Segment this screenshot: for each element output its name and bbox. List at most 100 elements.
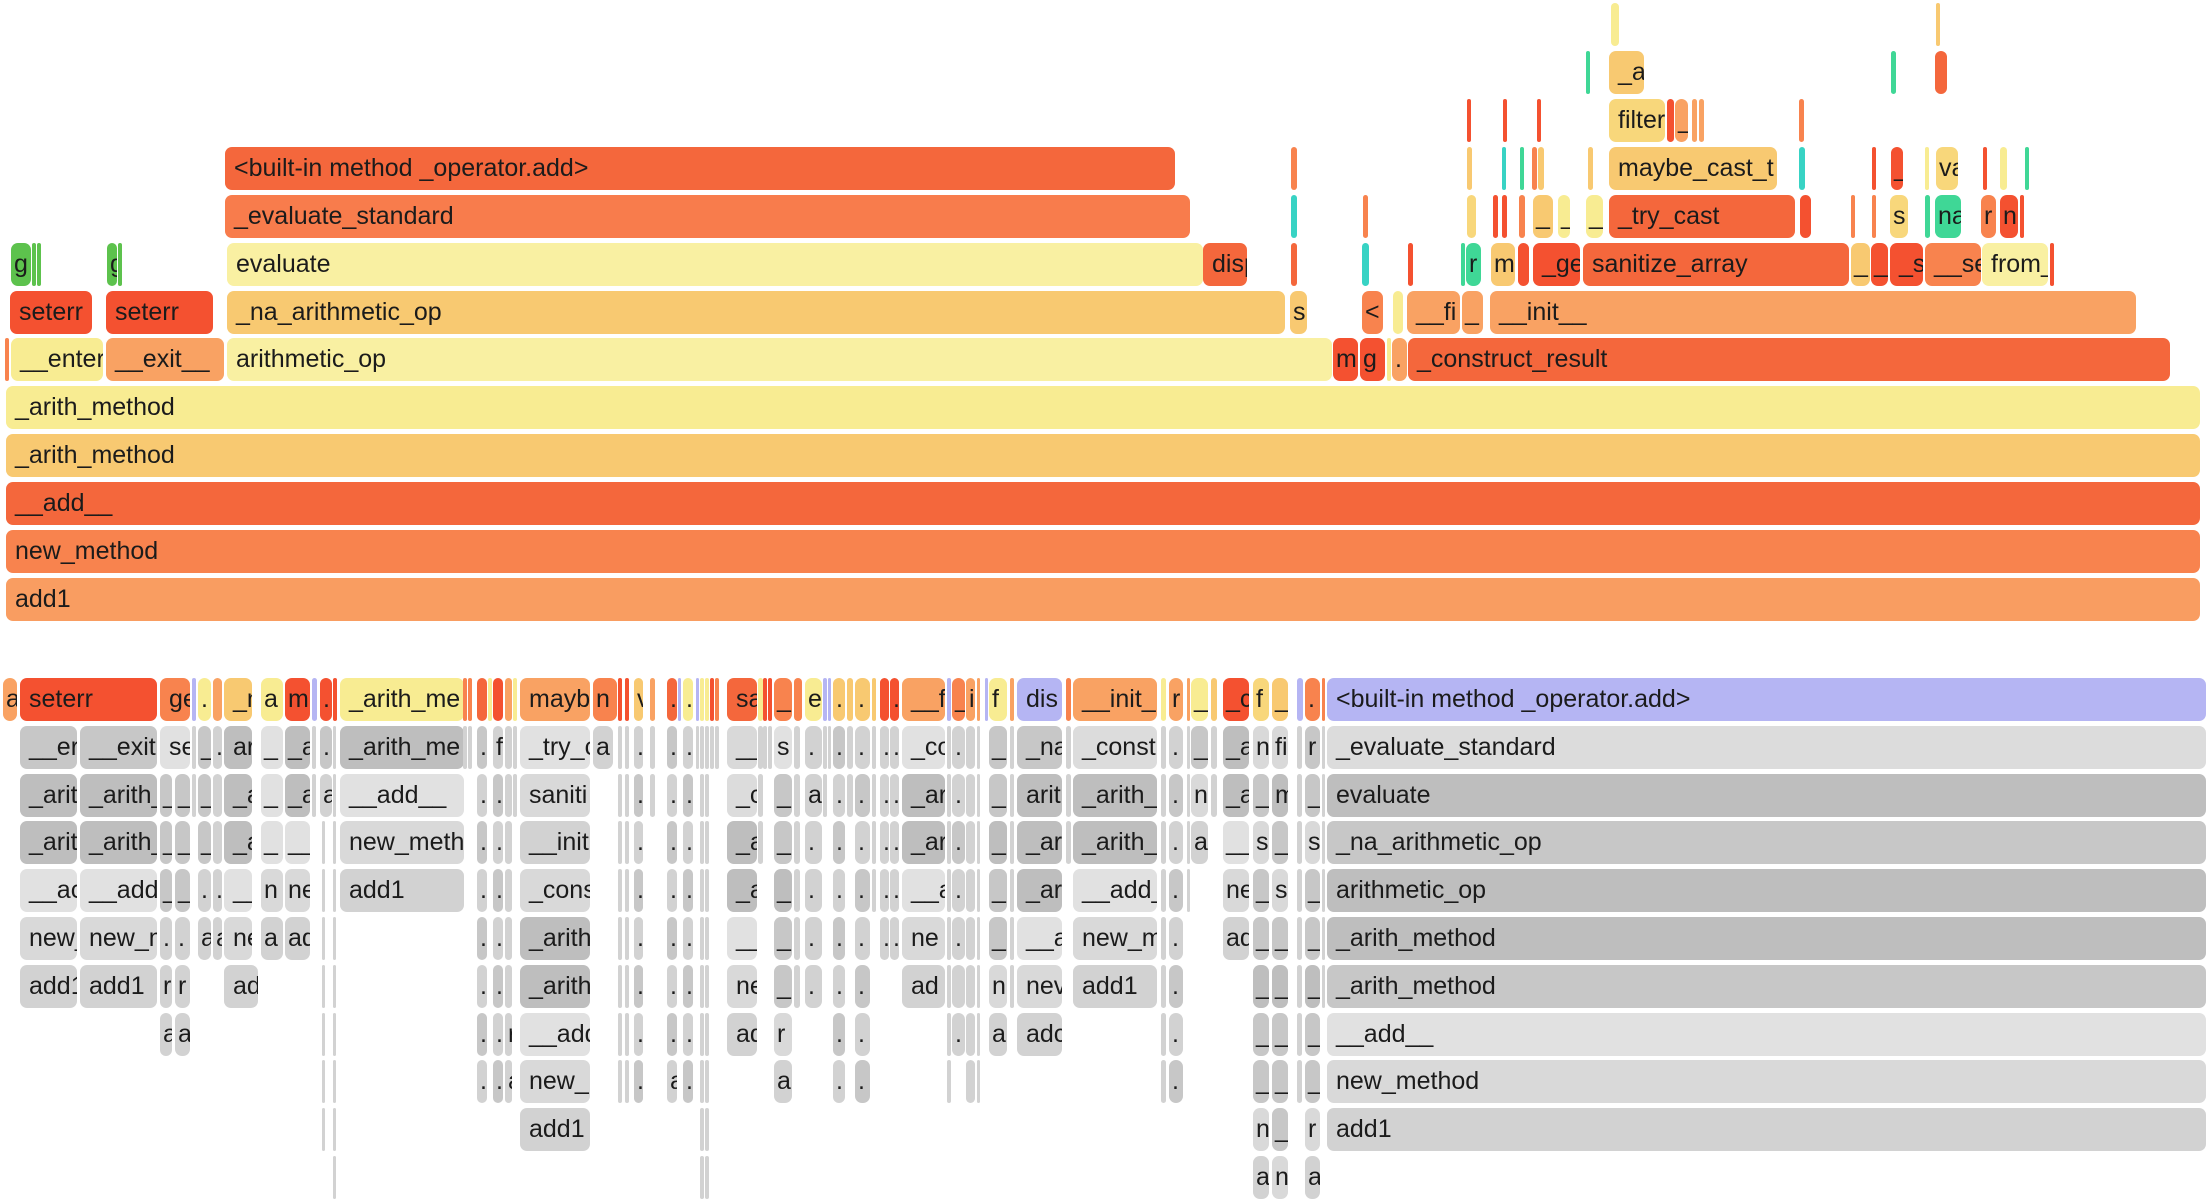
flame-frame[interactable]: . [880, 821, 889, 864]
flame-frame-sliver[interactable] [847, 774, 853, 817]
flame-frame[interactable]: . [890, 774, 899, 817]
flame-frame-sliver[interactable] [1297, 1013, 1302, 1056]
flame-frame-sliver[interactable] [650, 774, 655, 817]
flame-frame[interactable]: . [855, 965, 870, 1008]
flame-frame[interactable]: _construct_result [1408, 338, 2170, 381]
flame-frame-sliver[interactable] [333, 965, 336, 1008]
flame-frame[interactable]: _evaluate_standard [225, 195, 1190, 238]
flame-frame-sliver[interactable] [947, 1013, 951, 1056]
flame-frame-sliver[interactable] [1408, 243, 1413, 286]
flame-frame[interactable]: a [160, 1013, 172, 1056]
flame-frame[interactable]: __add [520, 1013, 590, 1056]
flame-frame[interactable]: add1 [1073, 965, 1157, 1008]
flame-frame[interactable]: __init [520, 821, 590, 864]
flame-frame[interactable]: evaluate [1327, 774, 2206, 817]
flame-frame[interactable]: <built-in method _operator.add> [1327, 678, 2206, 721]
flame-frame[interactable]: v [634, 678, 643, 721]
flame-frame[interactable]: . [1169, 1060, 1183, 1103]
flame-frame[interactable]: s [1305, 821, 1320, 864]
flame-frame-sliver[interactable] [966, 774, 975, 817]
flame-frame-sliver[interactable] [1010, 869, 1014, 912]
flame-frame[interactable]: evaluate [227, 243, 1203, 286]
flame-frame-sliver[interactable] [1519, 195, 1525, 238]
flame-frame-sliver[interactable] [333, 1108, 336, 1151]
flame-frame[interactable]: _ [1191, 726, 1208, 769]
flame-frame-sliver[interactable] [977, 726, 980, 769]
flame-frame-sliver[interactable] [880, 678, 889, 721]
flame-frame[interactable]: . [1169, 774, 1183, 817]
flame-frame[interactable]: n [2000, 195, 2018, 238]
flame-frame-sliver[interactable] [333, 917, 336, 960]
flame-frame-sliver[interactable] [463, 678, 467, 721]
flame-frame-sliver[interactable] [794, 678, 802, 721]
flame-frame[interactable]: arithmetic_op [1327, 869, 2206, 912]
flame-frame-sliver[interactable] [966, 869, 975, 912]
flame-frame[interactable]: _ [774, 678, 792, 721]
flame-frame[interactable]: . [890, 917, 899, 960]
flame-frame-sliver[interactable] [705, 1060, 709, 1103]
flame-frame[interactable]: _ [989, 774, 1007, 817]
flame-frame[interactable]: _ [1305, 869, 1320, 912]
flame-frame-sliver[interactable] [650, 678, 655, 721]
flame-frame[interactable]: _ [1558, 195, 1570, 238]
flame-frame[interactable]: . [880, 917, 889, 960]
flame-frame[interactable]: . [855, 1060, 870, 1103]
flame-frame[interactable]: __ac [20, 869, 77, 912]
flame-frame[interactable]: . [477, 1013, 487, 1056]
flame-frame-sliver[interactable] [1291, 195, 1297, 238]
flame-frame[interactable]: . [952, 726, 965, 769]
flame-frame[interactable]: . [667, 917, 677, 960]
flame-frame-sliver[interactable] [333, 821, 336, 864]
flame-frame[interactable]: . [683, 726, 693, 769]
flame-frame-sliver[interactable] [1935, 51, 1947, 94]
flame-frame[interactable]: . [805, 965, 822, 1008]
flame-frame[interactable]: _na [1017, 726, 1062, 769]
flame-frame[interactable]: _ [198, 726, 211, 769]
flame-frame-sliver[interactable] [768, 726, 772, 769]
flame-frame[interactable]: seterr [10, 291, 92, 334]
flame-frame[interactable]: ne [1223, 869, 1249, 912]
flame-frame[interactable]: _cons [520, 869, 590, 912]
flame-frame-sliver[interactable] [1518, 243, 1529, 286]
flame-frame[interactable]: . [477, 726, 487, 769]
flame-frame[interactable]: add1 [1327, 1108, 2206, 1151]
flame-frame[interactable]: i [966, 678, 975, 721]
flame-frame-sliver[interactable] [2025, 147, 2029, 190]
flame-frame[interactable]: r [1466, 243, 1481, 286]
flame-frame-sliver[interactable] [1983, 147, 1987, 190]
flame-frame-sliver[interactable] [947, 774, 951, 817]
flame-frame[interactable]: . [1169, 869, 1183, 912]
flame-frame-sliver[interactable] [477, 678, 487, 721]
flame-frame-sliver[interactable] [794, 726, 800, 769]
flame-frame[interactable]: fi [1272, 726, 1288, 769]
flame-frame[interactable]: __er [20, 726, 77, 769]
flame-frame-sliver[interactable] [1467, 147, 1472, 190]
flame-frame[interactable]: _const [1073, 726, 1157, 769]
flame-frame[interactable]: _arith_method [6, 386, 2200, 429]
flame-frame[interactable]: _arith_method [6, 434, 2200, 477]
flame-frame-sliver[interactable] [1800, 195, 1811, 238]
flame-frame[interactable]: ad [902, 965, 945, 1008]
flame-frame-sliver[interactable] [1010, 821, 1014, 864]
flame-frame-sliver[interactable] [505, 774, 512, 817]
flame-frame[interactable]: . [855, 774, 870, 817]
flame-frame[interactable]: . [855, 869, 870, 912]
flame-frame[interactable]: new_meth [340, 821, 464, 864]
flame-frame[interactable]: . [634, 1060, 643, 1103]
flame-frame[interactable]: _a [224, 821, 252, 864]
flame-frame-sliver[interactable] [1297, 917, 1302, 960]
flame-frame-sliver[interactable] [618, 965, 622, 1008]
flame-frame[interactable]: _ [1305, 1013, 1320, 1056]
flame-frame-sliver[interactable] [823, 726, 827, 769]
flame-frame[interactable]: a [505, 1060, 512, 1103]
flame-frame[interactable]: _ar [1017, 869, 1062, 912]
flame-frame-sliver[interactable] [192, 678, 196, 721]
flame-frame-sliver[interactable] [1692, 99, 1697, 142]
flame-frame[interactable]: __ [727, 726, 757, 769]
flame-frame-sliver[interactable] [1362, 243, 1369, 286]
flame-frame-sliver[interactable] [700, 774, 704, 817]
flame-frame-sliver[interactable] [625, 1060, 629, 1103]
flame-frame[interactable]: _ar [1017, 821, 1062, 864]
flame-frame-sliver[interactable] [700, 678, 704, 721]
flame-frame-sliver[interactable] [1291, 147, 1297, 190]
